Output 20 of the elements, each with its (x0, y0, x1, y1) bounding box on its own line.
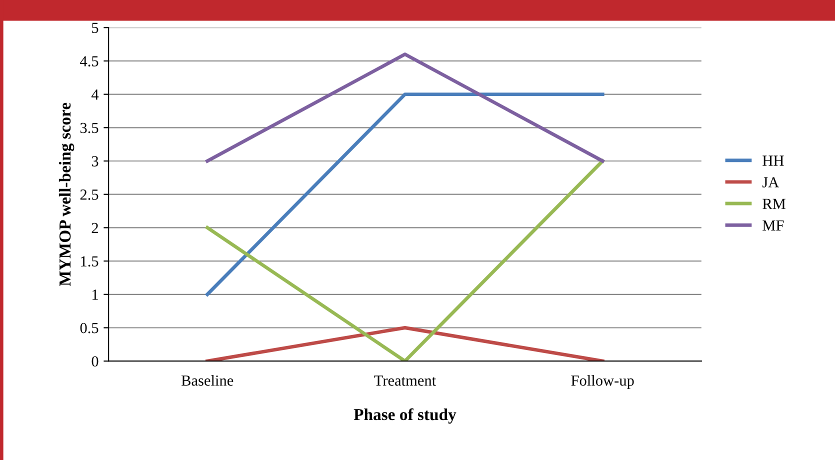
y-tick-label: 5 (92, 22, 98, 34)
y-tick-label: 4.5 (80, 56, 98, 66)
x-axis-title: Phase of study (354, 408, 456, 424)
legend-label: MF (762, 220, 784, 230)
y-tick-label: 1.5 (81, 256, 98, 267)
y-tick-label: 0 (92, 356, 98, 367)
y-tick-label: 1 (92, 290, 98, 300)
legend-label: JA (762, 177, 780, 188)
x-tick-label: Follow-up (571, 374, 634, 389)
y-tick-label: 3 (92, 156, 98, 166)
legend-label: HH (762, 156, 784, 166)
y-tick-label: 0.5 (80, 322, 98, 334)
x-tick-label: Treatment (374, 376, 436, 386)
y-tick-label: 4 (91, 90, 99, 100)
y-tick-label: 2 (92, 222, 98, 233)
x-tick-label: Baseline (181, 374, 234, 386)
y-tick-label: 2.5 (80, 190, 98, 200)
y-tick-label: 3.5 (80, 122, 98, 134)
y-axis-title: MYMOP well-being score (58, 102, 74, 286)
legend-label: RM (762, 198, 786, 209)
